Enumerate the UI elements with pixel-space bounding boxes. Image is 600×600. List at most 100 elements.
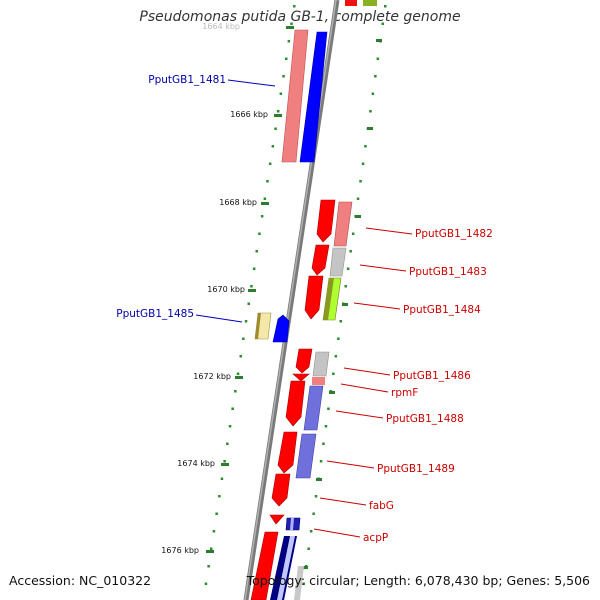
gene-label-fabg: fabG — [369, 500, 394, 512]
tick-dot — [361, 162, 365, 165]
tick-dot — [268, 162, 272, 165]
gene-feature-rpmf — [312, 377, 325, 385]
tick-dot — [381, 22, 384, 25]
gene-arrow-fabg — [271, 473, 291, 507]
gene-feature-pputgb1-1481-blue — [299, 31, 328, 163]
gene-feature-top-red — [345, 0, 357, 6]
label-line-pputgb1-1481 — [227, 79, 276, 87]
tick-dot — [236, 372, 240, 375]
gene-arrow-pputgb1-1483 — [311, 244, 330, 276]
topology-text: Topology: circular; Length: 6,078,430 bp… — [246, 573, 590, 588]
tick-dot — [369, 110, 372, 113]
tick-mark — [376, 39, 382, 42]
gene-arrow-pputgb1-1482 — [316, 199, 336, 243]
tick-dot — [234, 390, 237, 393]
tick-dot — [239, 355, 242, 358]
tick-marks — [206, 26, 382, 569]
tick-dot — [223, 460, 226, 463]
tick-dot — [204, 582, 208, 585]
tick-dot — [260, 215, 264, 218]
tick-dot — [374, 75, 377, 78]
tick-mark — [206, 550, 214, 553]
tick-label: 1664 kbp — [202, 22, 240, 31]
tick-dot — [359, 180, 362, 183]
gene-feature-bottom-red — [250, 531, 279, 600]
right-label-lines — [313, 227, 413, 538]
tick-dot — [322, 442, 325, 445]
gene-feature-bottom-gray — [294, 566, 304, 600]
label-line-acpp — [313, 528, 361, 538]
tick-dot — [293, 5, 296, 8]
tick-dot — [319, 460, 323, 463]
tick-dot — [279, 92, 283, 95]
gene-label-rpmf: rpmF — [391, 387, 418, 399]
tick-dot — [212, 530, 216, 533]
tick-dot — [324, 425, 328, 428]
tick-dot — [334, 355, 338, 358]
tick-dot — [276, 110, 280, 113]
gene-label-pputgb1-1484: PputGB1_1484 — [403, 304, 481, 316]
tick-mark — [248, 289, 256, 292]
right-labels: PputGB1_1482 PputGB1_1483 PputGB1_1484 P… — [363, 228, 493, 544]
gene-feature-acpp-light — [290, 518, 294, 530]
tick-mark — [286, 26, 294, 29]
gene-arrow-rpmf — [292, 373, 310, 382]
tick-dot — [210, 547, 213, 550]
label-line-fabg — [319, 497, 367, 506]
tick-dot — [220, 477, 224, 480]
tick-mark — [367, 127, 373, 130]
gene-arrow-pputgb1-1489 — [277, 431, 298, 474]
gene-feature-pputgb1-1486 — [312, 351, 330, 377]
tick-label: 1668 kbp — [219, 198, 257, 207]
tick-dot — [282, 75, 285, 78]
tick-dot — [312, 512, 315, 515]
gene-arrow-pputgb1-1485 — [272, 314, 290, 343]
tick-mark — [221, 463, 229, 466]
tick-dot — [231, 407, 234, 410]
tick-dot — [364, 145, 367, 148]
gene-label-pputgb1-1486: PputGB1_1486 — [393, 370, 471, 382]
label-line-pputgb1-1489 — [326, 460, 375, 469]
tick-dot — [228, 425, 232, 428]
label-line-pputgb1-1483 — [359, 264, 407, 272]
label-line-pputgb1-1485 — [195, 314, 243, 323]
tick-dot — [351, 232, 355, 235]
tick-dot — [247, 302, 250, 305]
label-line-pputgb1-1482 — [365, 227, 413, 235]
gene-feature-pputgb1-1481-pink — [281, 29, 309, 163]
tick-mark — [261, 202, 269, 205]
gene-arrow-pputgb1-1484 — [304, 275, 324, 320]
tick-label: 1670 kbp — [207, 285, 245, 294]
gene-feature-bottom-light — [277, 536, 295, 600]
tick-dot — [307, 547, 310, 550]
tick-dot — [274, 127, 277, 130]
gene-label-pputgb1-1485: PputGB1_1485 — [116, 308, 194, 320]
genome-title: Pseudomonas putida GB-1, complete genome — [139, 9, 461, 25]
tick-dot — [250, 285, 253, 288]
tick-label: 1672 kbp — [193, 372, 231, 381]
gene-label-pputgb1-1483: PputGB1_1483 — [409, 266, 487, 278]
tick-dot — [266, 180, 269, 183]
tick-dot — [226, 442, 229, 445]
tick-dot — [337, 337, 340, 340]
label-line-pputgb1-1484 — [353, 302, 401, 310]
tick-dot — [215, 512, 218, 515]
gene-feature-pputgb1-1484-shadow — [323, 278, 334, 320]
tick-mark — [235, 376, 243, 379]
label-line-rpmf — [340, 383, 389, 393]
accession-text: Accession: NC_010322 — [9, 573, 152, 588]
tick-dot — [244, 320, 248, 323]
tick-dot — [371, 92, 375, 95]
gene-feature-pputgb1-1483 — [329, 247, 347, 277]
tick-dot — [376, 57, 380, 60]
tick-dot — [309, 530, 313, 533]
tick-mark — [316, 478, 322, 481]
tick-dot — [287, 40, 291, 43]
tick-label: 1666 kbp — [230, 110, 268, 119]
gene-feature-pputgb1-1488 — [303, 385, 324, 431]
tick-dot — [271, 145, 275, 148]
gene-label-pputgb1-1482: PputGB1_1482 — [415, 228, 493, 240]
tick-dot — [327, 407, 330, 410]
gene-arrow-acpp — [269, 514, 285, 525]
genome-backbone-highlight — [244, 0, 337, 600]
